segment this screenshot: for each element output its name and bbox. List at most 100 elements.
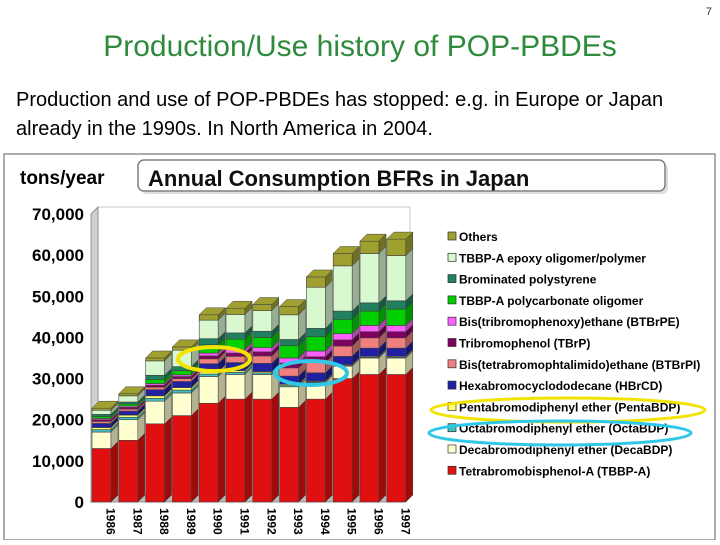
bar-segment: [332, 310, 353, 320]
legend-label: TBBP-A epoxy oligomer/polymer: [459, 251, 646, 265]
bar-segment: [279, 345, 299, 359]
chart-area: Annual Consumption BFRs in Japan tons/ye…: [0, 152, 720, 541]
legend-swatch: [447, 231, 457, 241]
bar-segment: [386, 238, 407, 256]
bar-segment: [386, 357, 407, 375]
bar-segment: [91, 427, 112, 430]
bar-segment: [386, 337, 407, 349]
bar-segment: [332, 253, 353, 267]
bar-segment: [332, 339, 353, 347]
bar-segment: [252, 330, 273, 338]
legend-swatch: [447, 380, 457, 390]
bar-segment: [172, 378, 192, 382]
bar-segment-side: [351, 370, 360, 503]
bar-segment: [252, 337, 273, 349]
bar-segment-side: [351, 258, 360, 312]
bar-segment: [172, 389, 192, 394]
bar-top: [359, 233, 387, 242]
bar-top: [144, 350, 173, 359]
bar-segment: [91, 429, 112, 433]
bar-segment-side: [378, 245, 387, 304]
bar-segment: [172, 376, 192, 379]
bar-segment: [332, 345, 353, 357]
bar-segment: [198, 402, 219, 503]
bar-segment: [359, 302, 380, 312]
bar-segment: [118, 439, 139, 503]
legend-label: Tetrabromobisphenol-A (TBBP-A): [459, 464, 650, 478]
bar-top: [225, 300, 253, 309]
bar-segment: [91, 421, 112, 424]
legend-label: Hexabromocyclododecane (HBrCD): [459, 379, 662, 393]
legend-swatch: [447, 252, 457, 262]
bar-segment: [252, 351, 273, 357]
bar-segment: [225, 374, 246, 400]
y-tick-label: 10,000: [32, 452, 84, 471]
bar-segment: [332, 265, 353, 312]
highlight-ellipse-octa-1993: [273, 359, 349, 387]
legend-swatch: [447, 338, 457, 347]
x-tick-label: 1991: [238, 508, 252, 535]
chart-title-box: [137, 159, 666, 192]
bar-segment: [386, 300, 407, 310]
bar-segment: [359, 325, 380, 332]
bar-top: [278, 299, 307, 307]
bar-segment: [359, 357, 380, 375]
legend-swatch: [447, 274, 457, 283]
y-tick-label: 30,000: [32, 370, 84, 389]
bar-segment: [279, 314, 299, 340]
legend-swatch: [447, 295, 457, 305]
bar-segment-side: [405, 247, 414, 302]
y-tick-label: 70,000: [32, 205, 84, 224]
x-tick-label: 1992: [264, 508, 278, 535]
bar-segment-side: [137, 432, 146, 503]
bar-segment: [306, 276, 326, 288]
bar-segment: [306, 336, 326, 352]
slide-subtitle: Production and use of POP-PBDEs has stop…: [16, 89, 664, 140]
bar-segment: [279, 407, 299, 503]
bar-top: [91, 400, 119, 409]
legend-swatch: [447, 316, 457, 326]
bar-segment: [198, 358, 219, 365]
x-tick-label: 1994: [318, 508, 332, 535]
chart-title: Annual Consumption BFRs in Japan: [148, 166, 529, 191]
bar-segment: [145, 423, 165, 503]
legend: Others TBBP-A epoxy oligomer/polymer Bromi…: [447, 230, 700, 478]
legend-swatch: [447, 359, 457, 369]
bar-segment: [145, 360, 165, 376]
bar-top: [118, 386, 146, 395]
bar-segment: [198, 376, 219, 404]
bar-segment-side: [217, 395, 226, 503]
bar-segment: [145, 384, 165, 388]
bar-segment: [306, 372, 326, 382]
bar-segment: [306, 398, 326, 503]
bar-segment: [306, 362, 326, 374]
bar-segment: [386, 325, 407, 332]
page-number: 7: [705, 6, 712, 18]
legend-label: Others: [459, 230, 498, 244]
x-tick-label: 1988: [157, 508, 171, 535]
bar-segment: [225, 332, 246, 340]
bar-segment-side: [244, 391, 253, 503]
bar-segment: [225, 307, 246, 315]
bar-segment: [225, 314, 246, 334]
bar-segment: [225, 372, 246, 375]
bar-segment: [91, 431, 112, 449]
bar-segment: [252, 347, 273, 353]
bfr-consumption-chart: Annual Consumption BFRs in Japan tons/ye…: [3, 153, 716, 541]
bar-segment: [118, 410, 139, 416]
legend-swatch: [447, 465, 457, 475]
bar-segment: [172, 392, 192, 416]
bar-segment: [359, 253, 380, 304]
bar-segment: [359, 374, 380, 503]
legend-label: Brominated polystyrene: [459, 273, 597, 287]
bar-segment: [198, 355, 219, 360]
bar-segment: [252, 304, 273, 311]
bar-segment: [386, 331, 407, 339]
bar-segment: [198, 319, 219, 339]
bar-segment: [145, 389, 165, 397]
bar-segment: [145, 374, 165, 380]
bar-segment: [118, 408, 139, 412]
bar-segment: [359, 331, 380, 339]
legend-label: Tribromophenol (TBrP): [459, 337, 590, 351]
bar-segment: [386, 255, 407, 302]
